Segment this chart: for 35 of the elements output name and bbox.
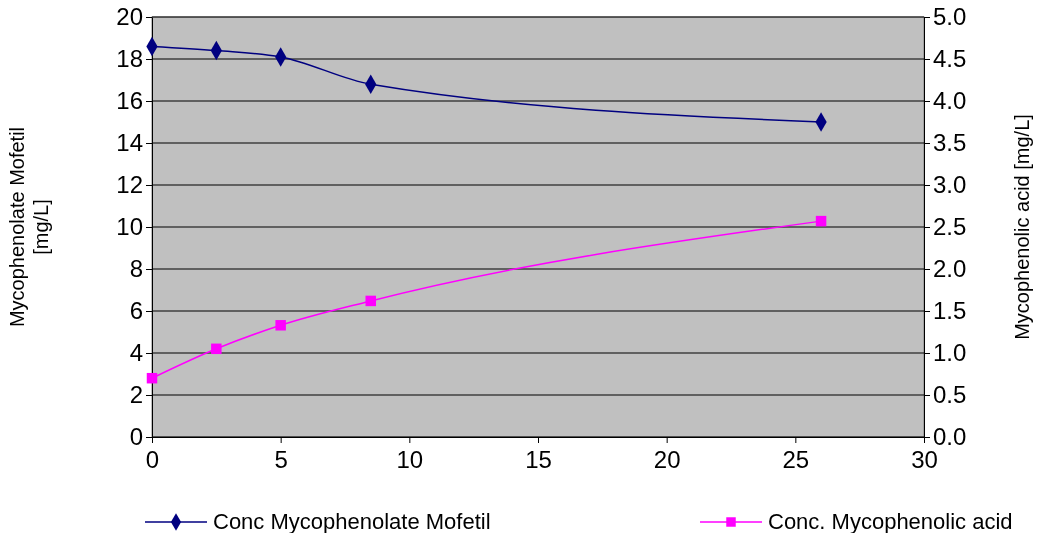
y2-tick-label: 2.5: [933, 213, 967, 241]
y2-tick-label: 2.0: [933, 255, 967, 283]
x-tick-label: 15: [525, 446, 552, 474]
point: [146, 372, 158, 384]
x-tick-label: 25: [782, 446, 810, 474]
y2-tick-label: 0.5: [933, 381, 967, 409]
legend-label: Conc. Mycophenolic acid: [768, 509, 1013, 533]
y2-tick-label: 4.0: [933, 87, 967, 115]
y-tick-label: 4: [129, 339, 143, 367]
y2-axis-title: Mycophenolic acid [mg/L]: [1011, 114, 1033, 340]
x-tick-label: 20: [653, 446, 681, 474]
y-tick-label: 2: [129, 381, 143, 409]
legend-label: Conc Mycophenolate Mofetil: [213, 509, 491, 533]
y2-tick-label: 1.5: [933, 297, 967, 325]
y-tick-label: 12: [116, 171, 143, 199]
point: [365, 295, 376, 307]
y-tick-label: 6: [129, 297, 143, 325]
y-tick-label: 0: [129, 423, 143, 451]
y2-tick-label: 1.0: [933, 339, 967, 367]
y-tick-label: 10: [116, 213, 143, 241]
y2-tick-label: 3.0: [933, 171, 967, 199]
x-tick-label: 10: [396, 446, 424, 474]
y-tick-label: 8: [129, 255, 143, 283]
y-tick-label: 14: [116, 129, 143, 157]
point: [211, 343, 222, 355]
y-tick-label: 18: [116, 45, 143, 73]
y-tick-label: 20: [116, 3, 143, 31]
y2-tick-label: 5.0: [933, 3, 967, 31]
point: [275, 320, 286, 331]
y-axis-title: Mycophenolate Mofetil [mg/L]: [6, 126, 52, 328]
x-tick-label: 5: [274, 446, 288, 474]
y2-tick-label: 4.5: [933, 45, 967, 73]
point: [815, 215, 827, 227]
y2-tick-label: 3.5: [933, 129, 967, 157]
y-tick-label: 16: [116, 87, 143, 115]
